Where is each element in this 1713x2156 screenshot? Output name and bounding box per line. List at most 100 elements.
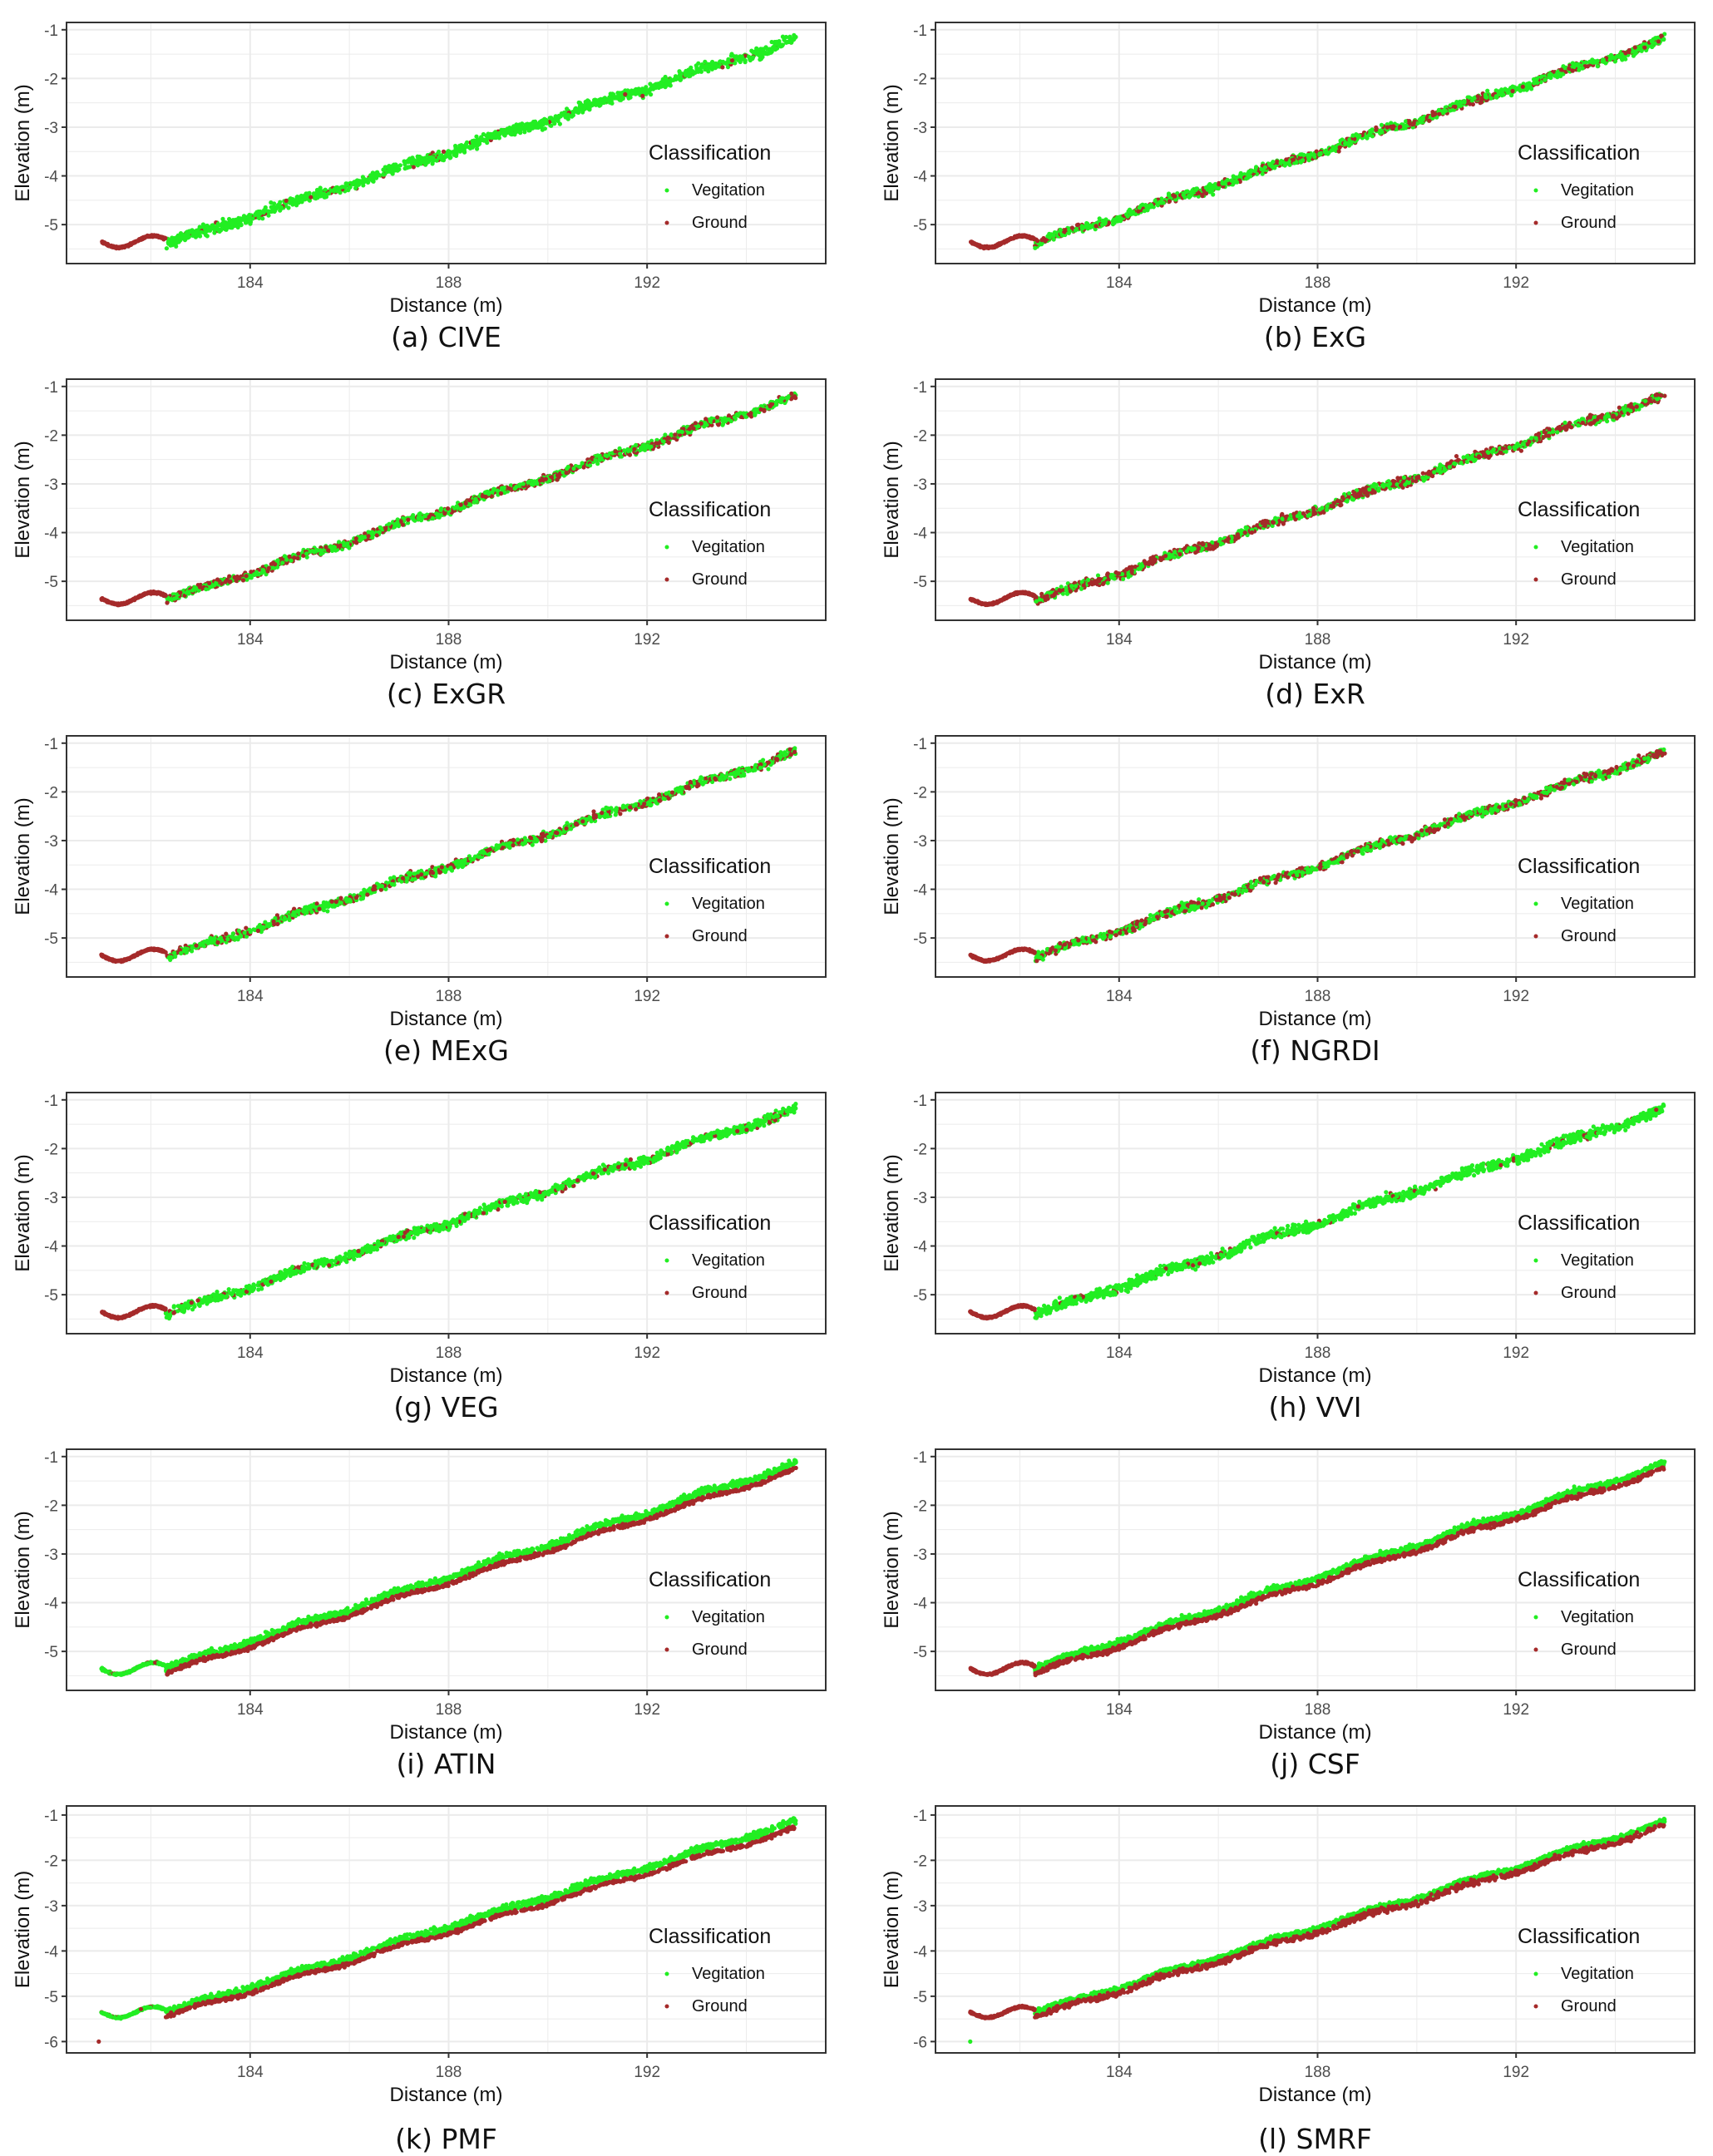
ground-point	[657, 441, 662, 446]
vegitation-point	[514, 484, 519, 490]
ground-point	[125, 600, 130, 605]
vegitation-point	[677, 76, 682, 81]
ground-point	[1510, 88, 1515, 94]
vegitation-point	[204, 587, 209, 592]
vegitation-point	[475, 146, 480, 151]
vegitation-point	[1233, 175, 1239, 180]
vegitation-point	[1140, 202, 1145, 207]
vegitation-point	[326, 191, 331, 196]
ground-point	[1430, 112, 1435, 118]
vegitation-point	[1271, 160, 1276, 165]
ground-point	[1019, 234, 1024, 239]
vegitation-point	[627, 92, 632, 98]
vegitation-point	[1419, 120, 1424, 125]
vegitation-point	[479, 135, 484, 140]
ground-point	[117, 244, 122, 249]
vegitation-point	[185, 234, 190, 239]
vegitation-point	[1234, 179, 1239, 185]
vegitation-point	[593, 458, 598, 463]
panel-caption: (c) ExGR	[387, 678, 506, 710]
ground-point	[632, 446, 637, 451]
ground-point	[1284, 157, 1289, 162]
vegitation-point	[506, 127, 511, 132]
y-tick-label: -3	[44, 476, 58, 494]
y-axis-label: Elevation (m)	[12, 84, 34, 201]
vegitation-point	[261, 210, 266, 215]
vegitation-point	[543, 118, 548, 123]
vegitation-point	[220, 216, 225, 221]
vegitation-point	[1272, 165, 1277, 170]
vegitation-point	[342, 543, 347, 548]
legend-key-vegitation	[664, 188, 669, 193]
panel-caption: (b) ExG	[1264, 321, 1366, 353]
vegitation-point	[1059, 233, 1065, 238]
vegitation-point	[266, 213, 271, 218]
vegitation-point	[386, 165, 391, 170]
ground-point	[703, 417, 708, 422]
ground-point	[463, 501, 468, 506]
vegitation-point	[382, 167, 387, 172]
vegitation-point	[417, 511, 422, 516]
vegitation-point	[552, 121, 557, 126]
vegitation-point	[1248, 170, 1253, 175]
ground-point	[155, 234, 160, 239]
ground-point	[228, 579, 233, 585]
ground-point	[1374, 127, 1379, 132]
vegitation-point	[362, 177, 368, 182]
vegitation-point	[247, 215, 252, 220]
y-tick-label: -4	[913, 169, 927, 186]
vegitation-point	[417, 158, 422, 163]
vegitation-point	[1188, 190, 1193, 195]
vegitation-point	[710, 59, 715, 65]
vegitation-point	[690, 69, 695, 74]
ground-point	[162, 593, 167, 598]
ground-point	[1623, 51, 1628, 56]
vegitation-point	[270, 205, 275, 210]
y-tick-label: -2	[44, 427, 58, 445]
vegitation-point	[199, 229, 204, 234]
vegitation-point	[595, 101, 600, 106]
vegitation-point	[649, 444, 654, 449]
vegitation-point	[1577, 62, 1582, 67]
vegitation-point	[671, 77, 676, 82]
vegitation-point	[176, 234, 181, 239]
panel-caption: (a) CIVE	[391, 321, 501, 353]
vegitation-point	[634, 442, 639, 447]
vegitation-point	[1318, 151, 1323, 156]
vegitation-point	[676, 429, 681, 434]
ground-point	[116, 603, 121, 608]
vegitation-point	[1229, 178, 1234, 183]
vegitation-point	[661, 439, 666, 444]
legend-key-ground	[1533, 220, 1538, 225]
vegitation-point	[754, 46, 759, 51]
vegitation-point	[174, 244, 179, 249]
vegitation-point	[1244, 176, 1249, 181]
ground-point	[458, 502, 463, 507]
vegitation-point	[736, 412, 741, 417]
vegitation-point	[253, 213, 258, 218]
y-tick-label: -4	[44, 169, 58, 186]
x-tick-label: 188	[436, 274, 462, 292]
vegitation-point	[1650, 39, 1655, 44]
vegitation-point	[452, 152, 457, 157]
ground-point	[296, 551, 301, 556]
legend-key-ground	[664, 577, 669, 582]
vegitation-point	[611, 92, 616, 97]
vegitation-point	[1653, 36, 1658, 41]
ground-point	[1656, 39, 1661, 44]
vegitation-point	[491, 135, 496, 141]
vegitation-point	[713, 63, 718, 68]
vegitation-point	[248, 574, 254, 579]
vegitation-point	[257, 215, 262, 220]
vegitation-point	[597, 457, 602, 462]
vegitation-point	[696, 67, 701, 72]
vegitation-point	[565, 466, 570, 471]
vegitation-point	[1442, 108, 1447, 113]
vegitation-point	[284, 557, 289, 562]
vegitation-point	[1467, 95, 1472, 100]
vegitation-point	[709, 416, 714, 421]
ground-point	[326, 548, 331, 553]
vegitation-point	[1365, 136, 1370, 141]
y-tick-label: -3	[44, 120, 58, 137]
vegitation-point	[185, 590, 190, 595]
